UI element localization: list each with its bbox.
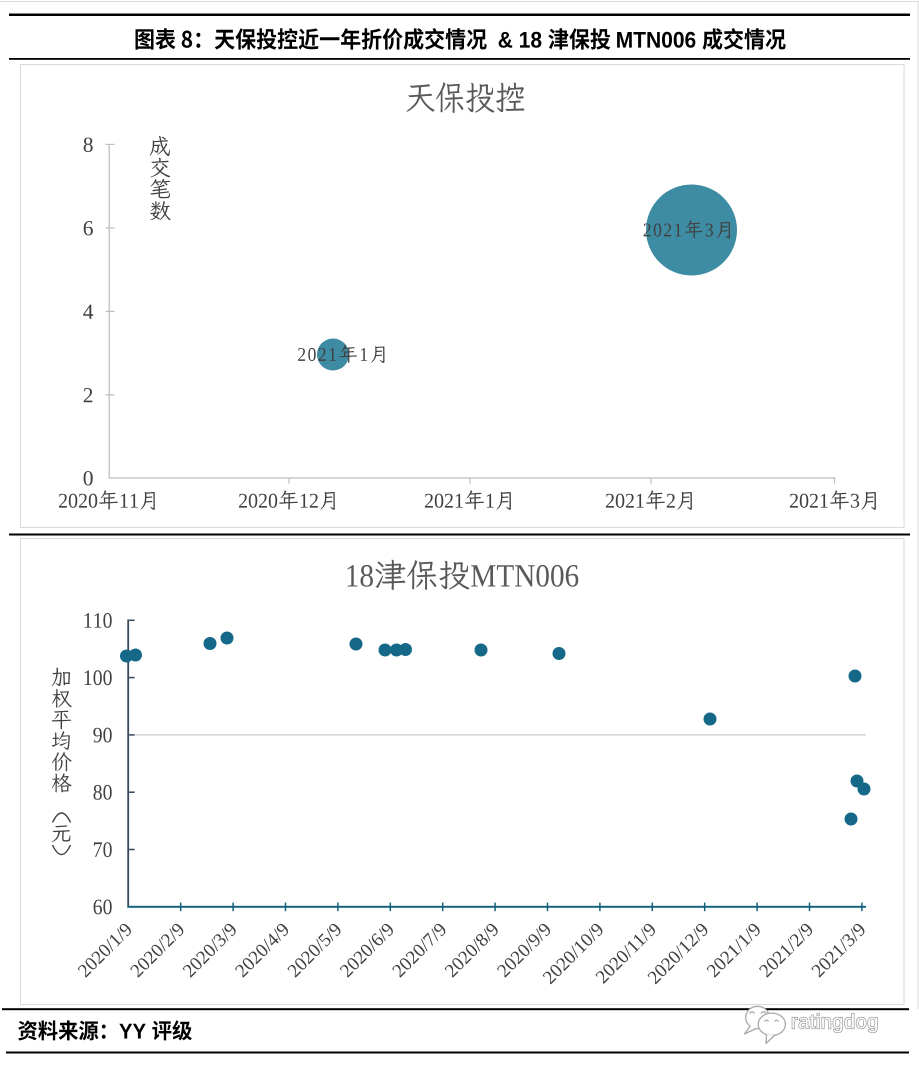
svg-text:ratingdog: ratingdog: [791, 1012, 879, 1034]
